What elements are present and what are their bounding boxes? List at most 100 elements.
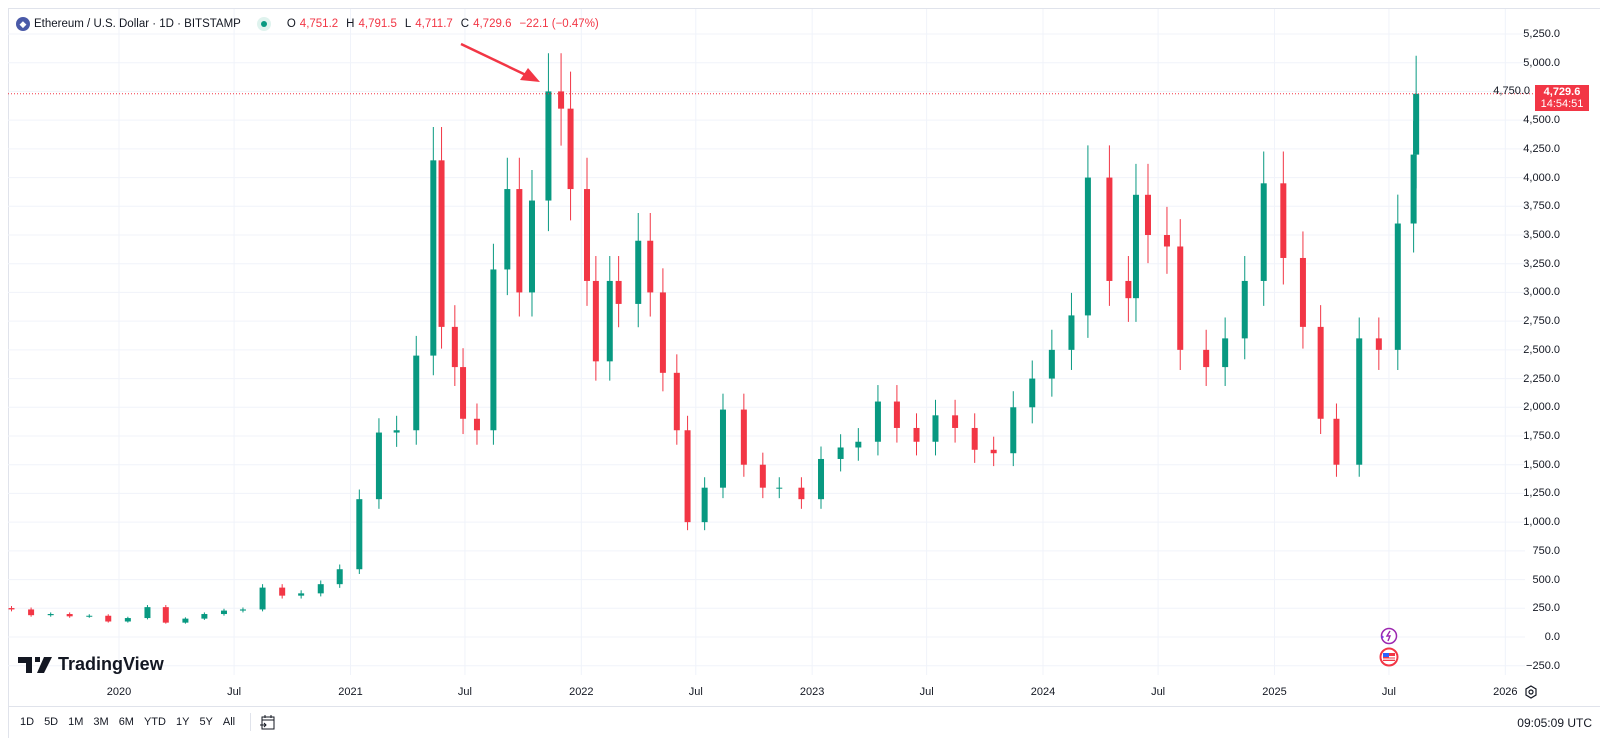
candle	[451, 305, 458, 386]
range-ytd[interactable]: YTD	[143, 716, 166, 728]
range-6m[interactable]: 6M	[118, 716, 134, 728]
candle	[1299, 231, 1306, 349]
grid	[8, 9, 1525, 675]
candle-body	[545, 91, 552, 201]
candle-body	[615, 280, 622, 304]
annotation-arrow[interactable]	[460, 42, 540, 82]
candle-body	[438, 160, 445, 327]
clock-timezone[interactable]: 09:05:09 UTC	[1517, 716, 1592, 730]
us-flag-event-icon[interactable]	[1378, 647, 1400, 672]
y-tick-label: 2,250.0	[1523, 372, 1560, 385]
close-label: C	[460, 18, 470, 30]
candle-body	[567, 108, 574, 190]
candle-body	[430, 160, 437, 356]
candle-body	[1413, 93, 1420, 155]
candle-body	[837, 447, 844, 459]
go-to-date-calendar-icon[interactable]	[260, 714, 276, 731]
candle	[1375, 317, 1382, 370]
candle	[615, 256, 622, 328]
candle-body	[740, 409, 747, 465]
candle-body	[592, 280, 599, 362]
candle-body	[162, 607, 169, 623]
candle-body	[473, 418, 480, 431]
x-tick-label: Jul	[1381, 686, 1396, 698]
candle	[1177, 219, 1184, 370]
candle	[798, 477, 805, 509]
candle-body	[1299, 257, 1306, 327]
candle-body	[528, 200, 535, 293]
candle-body	[201, 614, 208, 619]
symbol-title[interactable]: Ethereum / U.S. Dollar · 1D · BITSTAMP	[34, 18, 241, 30]
candle-body	[584, 189, 591, 281]
candle	[413, 335, 420, 445]
candle-body	[413, 355, 420, 431]
candle	[1068, 292, 1075, 370]
y-tick-label: 1,750.0	[1523, 430, 1560, 442]
candle-body	[1125, 280, 1132, 299]
candle	[776, 477, 783, 499]
x-tick-label: Jul	[457, 686, 472, 698]
candle-body	[1177, 246, 1184, 350]
candle-body	[1068, 315, 1075, 350]
candle	[1048, 329, 1055, 397]
range-1d[interactable]: 1D	[20, 716, 35, 728]
axis-settings-icon[interactable]	[1524, 685, 1538, 699]
candle-body	[298, 593, 305, 596]
y-tick-label: 4,750.0	[1493, 85, 1530, 98]
candle	[647, 213, 654, 317]
candle-body	[1394, 223, 1401, 350]
ai-spark-icon[interactable]	[1378, 626, 1398, 651]
range-1y[interactable]: 1Y	[175, 716, 190, 728]
range-all[interactable]: All	[222, 716, 236, 728]
candle	[47, 612, 54, 617]
range-5y[interactable]: 5Y	[199, 716, 213, 728]
change-value: −22.1 (−0.47%)	[519, 18, 599, 30]
tradingview-logo[interactable]: TradingView	[18, 654, 164, 675]
x-tick-label: 2026	[1493, 686, 1518, 698]
y-tick-label: 500.0	[1532, 573, 1560, 586]
candle-body	[893, 401, 900, 428]
candle-body	[182, 618, 189, 623]
candles	[8, 53, 1420, 624]
candle	[673, 354, 680, 445]
candle	[239, 607, 246, 613]
candle-body	[1132, 194, 1139, 299]
market-status-icon[interactable]	[256, 17, 271, 31]
candle-body	[1203, 349, 1210, 368]
candle	[86, 614, 93, 618]
candle	[1260, 151, 1267, 306]
candle-body	[719, 409, 726, 488]
last-price: 4,729.6	[1543, 86, 1581, 98]
candle	[393, 415, 400, 447]
candle	[567, 71, 574, 221]
candle	[528, 169, 535, 317]
y-tick-label: 1,500.0	[1523, 458, 1560, 471]
candle	[336, 564, 343, 588]
range-3m[interactable]: 3M	[93, 716, 109, 728]
candle	[893, 385, 900, 443]
ethereum-icon: ◆	[16, 17, 30, 31]
x-tick-label: Jul	[688, 686, 703, 698]
range-5d[interactable]: 5D	[44, 716, 59, 728]
candle	[684, 415, 691, 531]
close-value: 4,729.6	[473, 18, 512, 30]
candle	[1280, 151, 1287, 285]
candle-body	[990, 449, 997, 454]
y-tick-label: 4,250.0	[1523, 142, 1560, 155]
candle	[659, 268, 666, 392]
candle	[952, 399, 959, 443]
candle-body	[1048, 349, 1055, 379]
candle	[438, 126, 445, 349]
candle-body	[673, 372, 680, 431]
range-1m[interactable]: 1M	[68, 716, 84, 728]
candle-body	[1375, 338, 1382, 350]
bottom-toolbar: 1D 5D 1M 3M 6M YTD 1Y 5Y All 09:05:09 UT…	[8, 706, 1600, 739]
y-tick-label: 3,750.0	[1523, 200, 1560, 213]
candle	[182, 617, 189, 624]
candle	[1125, 256, 1132, 322]
candle	[356, 489, 363, 574]
candle-body	[336, 569, 343, 585]
candle-body	[1010, 407, 1017, 454]
y-tick-label: 3,250.0	[1523, 257, 1560, 270]
